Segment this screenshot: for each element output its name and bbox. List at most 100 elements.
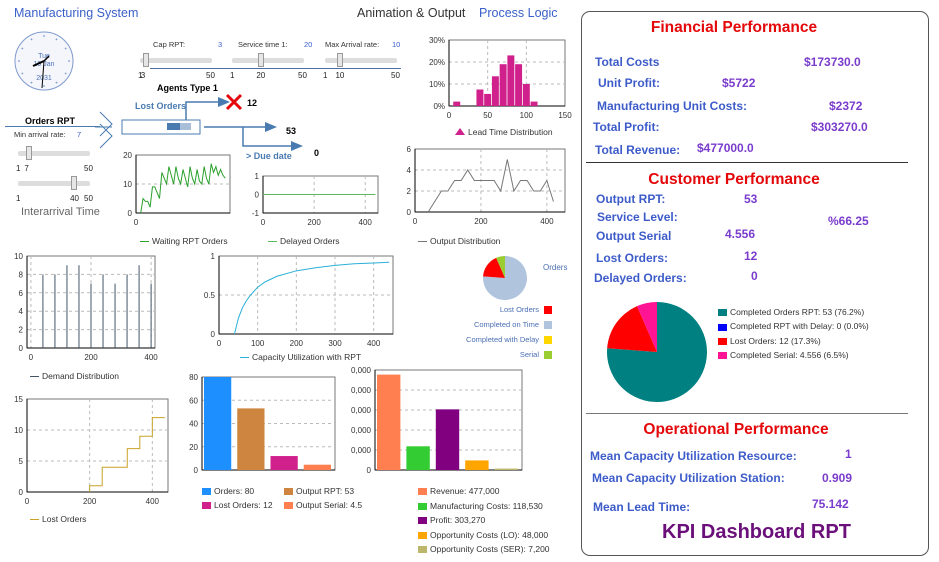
top-slider[interactable] [232,53,304,67]
x-tick-label: 150 [558,111,572,120]
top-slider-tick-label: 50 [391,71,400,80]
y-tick-label: 10% [429,80,445,89]
pie-slice-serial [496,256,505,278]
legend-swatch [418,488,427,496]
y-tick-label: 0% [433,102,445,111]
cap-resource-value: 1 [845,447,852,461]
y-tick-label: 0 [407,208,412,217]
legend-label: Orders: 80 [214,486,255,496]
legend-swatch [418,531,427,539]
legend-label: Output Distribution [430,236,501,246]
top-slider-thumb[interactable] [142,53,149,67]
histogram-bar [484,93,492,106]
lost-chart: 0 5 10 15 0 200 400 [14,395,169,506]
financial-title: Financial Performance [650,19,818,36]
bar-manufacturing-costs [406,446,430,470]
y-tick-label: 15 [14,395,23,404]
top-slider-thumb[interactable] [257,53,264,67]
legend-line-icon [240,357,249,359]
top-slider[interactable] [325,53,397,67]
legend-item: Lost Orders: 12 [202,500,273,510]
due-count: 0 [314,148,320,158]
x-tick-label: 0 [25,497,30,506]
legend-label: Opportunity Costs (LO): 48,000 [430,529,549,540]
legend-label: Output Serial: 4.5 [296,500,363,510]
app-title: Manufacturing System [14,6,139,20]
legend-item: Lead Time Distribution [455,127,553,137]
min-arrival-slider-thumb[interactable] [26,146,33,160]
operational-title: Operational Performance [643,421,829,438]
legend-swatch [284,502,293,510]
legend-label: Completed RPT with Delay: 0 (0.0%) [730,321,869,332]
legend-item: Opportunity Costs (SER): 7,200 [418,544,550,554]
legend-label: Opportunity Costs (SER): 7,200 [430,544,550,554]
y-tick-label: 2 [407,187,412,196]
x-tick-label: 0 [134,218,139,227]
y-tick-label: 0 [194,466,199,475]
x-tick-label: 0 [217,339,222,348]
histogram-bar [491,76,499,106]
slider-label: Max Arrival rate: [325,40,380,49]
legend-label: Profit: 303,270 [430,515,486,525]
y-tick-label: 0,000 [351,446,372,455]
y-tick-label: 40 [189,420,198,429]
lead-time-value: 75.142 [812,497,849,511]
legend-label: Completed Serial: 4.556 (6.5%) [730,349,849,360]
output-serial-label: Output Serial [596,229,672,243]
y-tick-label: 5 [19,457,24,466]
top-slider[interactable] [140,53,212,67]
min-arrival-slider[interactable] [18,146,90,160]
kpi-panel [581,11,929,556]
output-rpt-value: 53 [744,192,758,206]
bar-opportunity-costs-ser- [494,468,518,470]
service-level-value: %66.25 [828,214,869,228]
y-tick-label: 0.5 [204,291,216,300]
orders-line [5,126,100,127]
y-tick-label: 20 [123,151,132,160]
clock: Tue 19 Jan 2031 [14,31,74,91]
histogram-bar [476,89,484,106]
y-tick-label: 4 [19,307,24,316]
histogram-bar [499,64,507,106]
lost-orders-label: Lost Orders: [596,251,669,265]
clock-minute-hand [41,60,45,89]
kpi_pie [606,302,707,402]
cap-station-value: 0.909 [822,471,853,485]
legend-item: Output Distribution [418,236,500,246]
output-chart: 0 2 4 6 0 200 400 [407,145,566,226]
pie-slice-completed-serial [636,302,657,352]
tab-animation-output[interactable]: Animation & Output [357,6,466,20]
x-tick-label: 0 [261,218,266,227]
y-tick-label: 0 [128,209,133,218]
top-slider-tick-label: 3 [140,71,146,80]
x-tick-label: 50 [483,111,492,120]
tab-process-logic[interactable]: Process Logic [479,6,558,20]
y-tick-label: 20 [189,443,198,452]
interarrival-label: Interarrival Time [21,206,100,218]
y-tick-label: 10 [123,180,132,189]
legend-item: Output Serial: 4.5 [284,500,362,510]
y-tick-label: 10 [14,426,23,435]
output-serial-value: 4.556 [725,227,756,241]
clock-day: Tue [38,53,50,60]
legend-swatch [544,306,552,315]
x-tick-label: 100 [251,339,265,348]
legend-swatch [418,502,427,510]
legend-label: Output RPT: 53 [296,486,355,496]
min-arrival-label: Min arrival rate: [14,130,66,139]
finance-chart: 0 0,000 0,000 0,000 0,000 0,000 [351,366,523,475]
top-slider-thumb[interactable] [337,53,344,67]
x-tick-label: 200 [474,217,488,226]
legend-item: Serial [520,350,552,360]
interarrival-slider-tick-label: 50 [84,194,93,203]
legend-label: Manufacturing Costs: 118,530 [430,500,543,511]
interarrival-slider-thumb[interactable] [70,176,77,190]
interarrival-slider[interactable] [18,176,90,190]
demand-chart: 0 2 4 6 8 10 0 200 400 [14,252,158,362]
legend-item: Manufacturing Costs: 118,530 [418,501,543,511]
lead-time-label: Mean Lead Time: [593,500,691,514]
y-tick-label: 6 [19,289,24,298]
legend-item: Revenue: 477,000 [418,486,499,496]
due-date-arrow-icon [291,141,303,151]
x-tick-label: 400 [359,218,373,227]
